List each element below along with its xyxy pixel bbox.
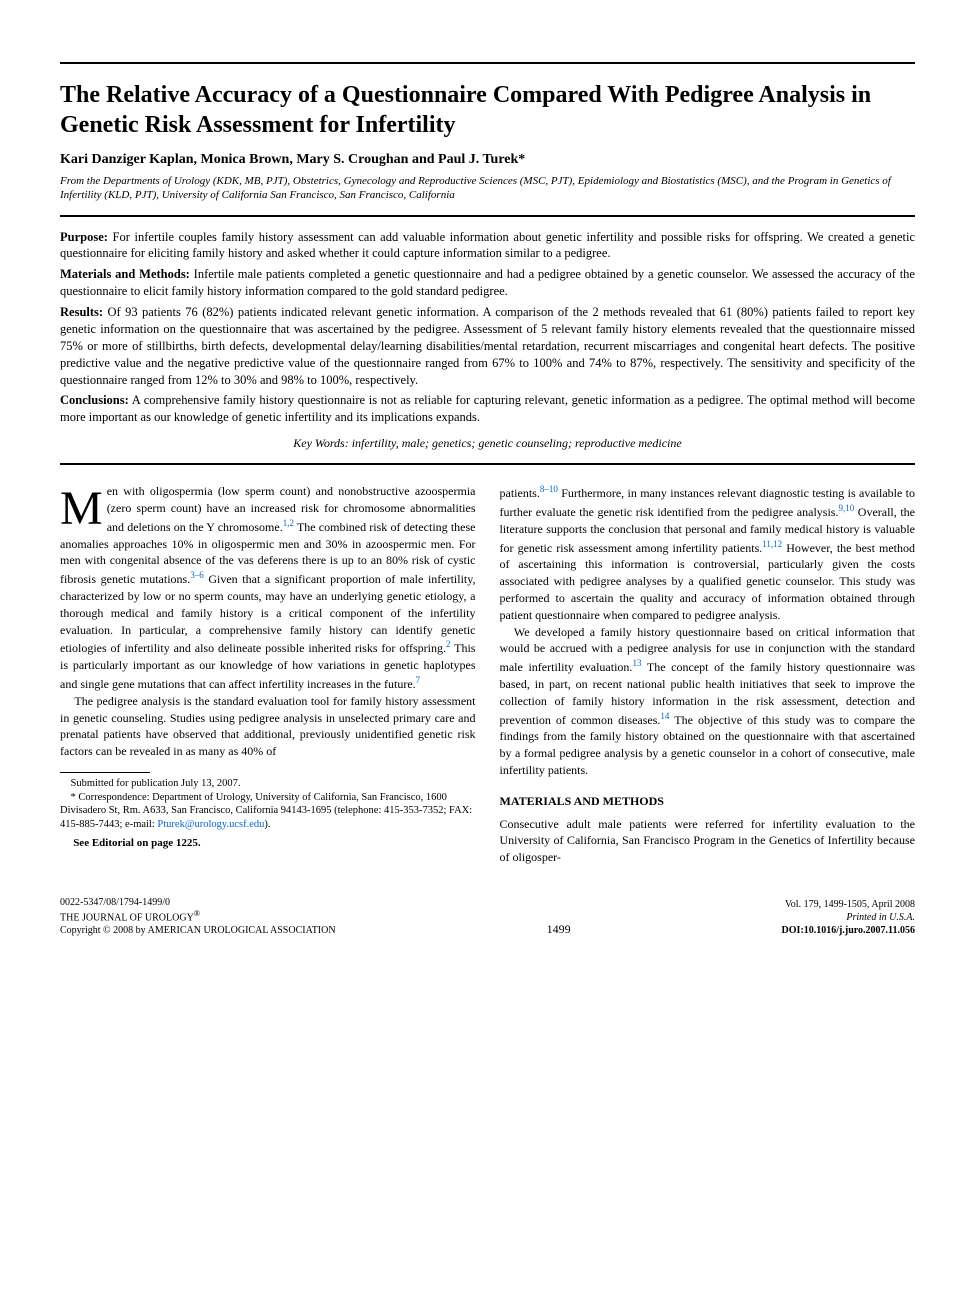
- results-text: Of 93 patients 76 (82%) patients indicat…: [60, 305, 915, 387]
- dropcap-letter: M: [60, 483, 107, 530]
- footer-printed: Printed in U.S.A.: [782, 911, 915, 924]
- footer-left: 0022-5347/08/1794-1499/0 THE JOURNAL OF …: [60, 896, 336, 937]
- body-columns: Men with oligospermia (low sperm count) …: [60, 483, 915, 866]
- conclusions-label: Conclusions:: [60, 393, 129, 407]
- see-editorial: See Editorial on page 1225.: [60, 836, 476, 851]
- footer-page-number: 1499: [547, 922, 571, 938]
- p2a: The pedigree analysis is the standard ev…: [60, 694, 476, 758]
- section-materials-methods: MATERIALS AND METHODS: [500, 793, 916, 810]
- footer-journal: THE JOURNAL OF UROLOGY®: [60, 909, 336, 924]
- ref-11-12[interactable]: 11,12: [762, 539, 782, 549]
- corr-email-link[interactable]: Pturek@urology.ucsf.edu: [157, 819, 264, 830]
- body-paragraph-1: Men with oligospermia (low sperm count) …: [60, 483, 476, 693]
- footer-copyright: Copyright © 2008 by AMERICAN UROLOGICAL …: [60, 924, 336, 937]
- footer-volume: Vol. 179, 1499-1505, April 2008: [782, 898, 915, 911]
- page-footer: 0022-5347/08/1794-1499/0 THE JOURNAL OF …: [60, 896, 915, 937]
- footer-right: Vol. 179, 1499-1505, April 2008 Printed …: [782, 898, 915, 937]
- ref-1-2[interactable]: 1,2: [283, 518, 294, 528]
- keywords-line: Key Words: infertility, male; genetics; …: [60, 436, 915, 451]
- body-paragraph-2b: patients.8–10 Furthermore, in many insta…: [500, 483, 916, 623]
- abstract-block: Purpose: For infertile couples family hi…: [60, 229, 915, 427]
- footnote-rule: [60, 772, 150, 773]
- purpose-text: For infertile couples family history ass…: [60, 230, 915, 261]
- p2b: patients.: [500, 486, 540, 500]
- ref-3-6[interactable]: 3–6: [190, 570, 204, 580]
- top-rule: [60, 62, 915, 64]
- body-paragraph-3: We developed a family history questionna…: [500, 624, 916, 779]
- author-line: Kari Danziger Kaplan, Monica Brown, Mary…: [60, 152, 915, 168]
- ref-7[interactable]: 7: [416, 675, 421, 685]
- body-paragraph-4: Consecutive adult male patients were ref…: [500, 816, 916, 866]
- body-paragraph-2a: The pedigree analysis is the standard ev…: [60, 693, 476, 760]
- footnote-block: Submitted for publication July 13, 2007.…: [60, 772, 476, 851]
- footer-doi: DOI:10.1016/j.juro.2007.11.056: [782, 924, 915, 937]
- abstract-results: Results: Of 93 patients 76 (82%) patient…: [60, 304, 915, 388]
- ref-9-10[interactable]: 9,10: [838, 503, 854, 513]
- abstract-methods: Materials and Methods: Infertile male pa…: [60, 266, 915, 300]
- footnote-correspondence: * Correspondence: Department of Urology,…: [60, 791, 476, 832]
- rule-after-keywords: [60, 463, 915, 465]
- methods-label: Materials and Methods:: [60, 267, 190, 281]
- ref-8-10[interactable]: 8–10: [540, 484, 558, 494]
- article-title: The Relative Accuracy of a Questionnaire…: [60, 80, 915, 140]
- footnote-submitted: Submitted for publication July 13, 2007.: [60, 777, 476, 791]
- rule-after-authors: [60, 215, 915, 217]
- corr-end: ).: [264, 819, 270, 830]
- conclusions-text: A comprehensive family history questionn…: [60, 393, 915, 424]
- abstract-conclusions: Conclusions: A comprehensive family hist…: [60, 392, 915, 426]
- footer-issn: 0022-5347/08/1794-1499/0: [60, 896, 336, 909]
- abstract-purpose: Purpose: For infertile couples family hi…: [60, 229, 915, 263]
- affiliation-line: From the Departments of Urology (KDK, MB…: [60, 174, 915, 203]
- footnotes: Submitted for publication July 13, 2007.…: [60, 777, 476, 832]
- purpose-label: Purpose:: [60, 230, 108, 244]
- results-label: Results:: [60, 305, 103, 319]
